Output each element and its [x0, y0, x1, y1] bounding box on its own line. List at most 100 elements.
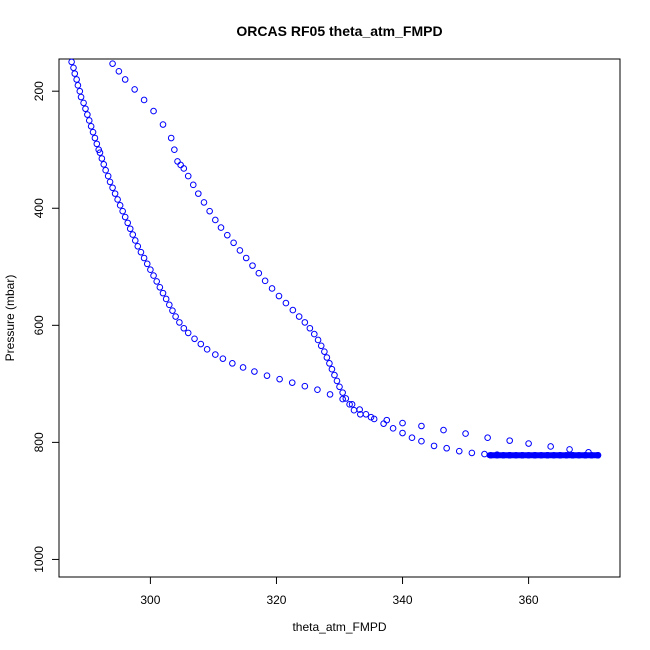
data-point [339, 395, 346, 403]
data-point [346, 401, 353, 408]
data-point [326, 391, 334, 398]
data-point [84, 111, 91, 118]
data-point [301, 319, 309, 326]
data-point [261, 277, 269, 285]
data-point [134, 242, 142, 250]
data-point [104, 172, 112, 180]
y-tick-label: 1000 [32, 546, 46, 573]
y-axis: 200 400 600 800 1000 [32, 81, 60, 573]
data-point [339, 389, 346, 396]
data-point [129, 231, 137, 238]
data-point [348, 401, 356, 408]
data-point [121, 76, 129, 83]
data-point [288, 379, 296, 386]
data-point [109, 60, 116, 67]
data-point [321, 348, 328, 355]
data-point [150, 272, 157, 279]
data-point [317, 342, 325, 350]
x-tick-label: 340 [393, 593, 413, 607]
data-point [95, 146, 103, 154]
data-point [131, 237, 139, 244]
data-point [370, 415, 378, 423]
data-point [203, 346, 211, 353]
data-point [68, 58, 75, 66]
data-point [239, 364, 247, 371]
data-point [314, 386, 321, 394]
data-point [159, 121, 167, 128]
data-point [100, 161, 108, 168]
data-point [147, 266, 154, 274]
data-point [251, 368, 258, 375]
data-point [326, 360, 333, 367]
data-point [275, 292, 283, 300]
data-point [153, 278, 161, 285]
data-point [350, 406, 358, 414]
data-point [93, 140, 101, 148]
data-point [169, 307, 176, 314]
data-point [71, 70, 79, 77]
data-point [255, 269, 263, 277]
data-point [82, 105, 89, 113]
data-point [116, 202, 124, 209]
data-point [268, 285, 276, 292]
data-point [197, 340, 205, 348]
data-point [89, 128, 97, 136]
data-point [184, 172, 192, 180]
y-tick-label: 200 [32, 81, 46, 101]
data-point [140, 254, 148, 262]
data-point [115, 67, 123, 75]
data-point [462, 430, 469, 437]
data-point [468, 449, 476, 457]
data-point [180, 165, 188, 172]
data-point [76, 87, 84, 95]
data-point [263, 372, 271, 379]
data-point [109, 184, 116, 192]
data-point [336, 383, 343, 391]
data-point [357, 410, 364, 418]
data-point [156, 283, 164, 291]
data-point [191, 335, 198, 343]
data-point [189, 181, 197, 189]
data-point [342, 395, 350, 402]
data-point [180, 324, 188, 332]
data-point [249, 262, 256, 269]
data-point [70, 64, 77, 72]
data-point [282, 299, 290, 307]
data-point [124, 219, 132, 227]
data-point [367, 413, 375, 421]
data-point [219, 355, 227, 362]
data-point [506, 437, 513, 444]
x-tick-label: 300 [140, 593, 160, 607]
data-point [217, 224, 225, 231]
data-point [98, 155, 106, 162]
y-tick-label: 400 [32, 198, 46, 218]
data-point [167, 134, 175, 142]
data-point [310, 330, 318, 338]
data-point [212, 351, 219, 358]
data-point [224, 231, 231, 239]
data-point [111, 190, 119, 197]
data-point [73, 76, 80, 83]
data-point [85, 117, 93, 124]
data-point [140, 96, 148, 104]
data-point [121, 213, 129, 221]
data-point [333, 377, 341, 385]
data-point [87, 123, 95, 130]
data-point [306, 324, 314, 332]
data-point [206, 207, 213, 215]
x-axis-label: theta_atm_FMPD [292, 620, 386, 634]
data-point [91, 134, 99, 142]
data-point [408, 434, 416, 441]
data-point [484, 434, 491, 441]
data-point [295, 313, 303, 320]
data-point [323, 354, 331, 361]
y-tick-label: 600 [32, 315, 46, 335]
data-point [328, 365, 336, 373]
data-point [143, 260, 151, 268]
y-tick-label: 800 [32, 432, 46, 452]
data-point [399, 429, 406, 437]
data-point [119, 207, 126, 215]
data-point [455, 447, 463, 455]
data-point [443, 444, 450, 452]
